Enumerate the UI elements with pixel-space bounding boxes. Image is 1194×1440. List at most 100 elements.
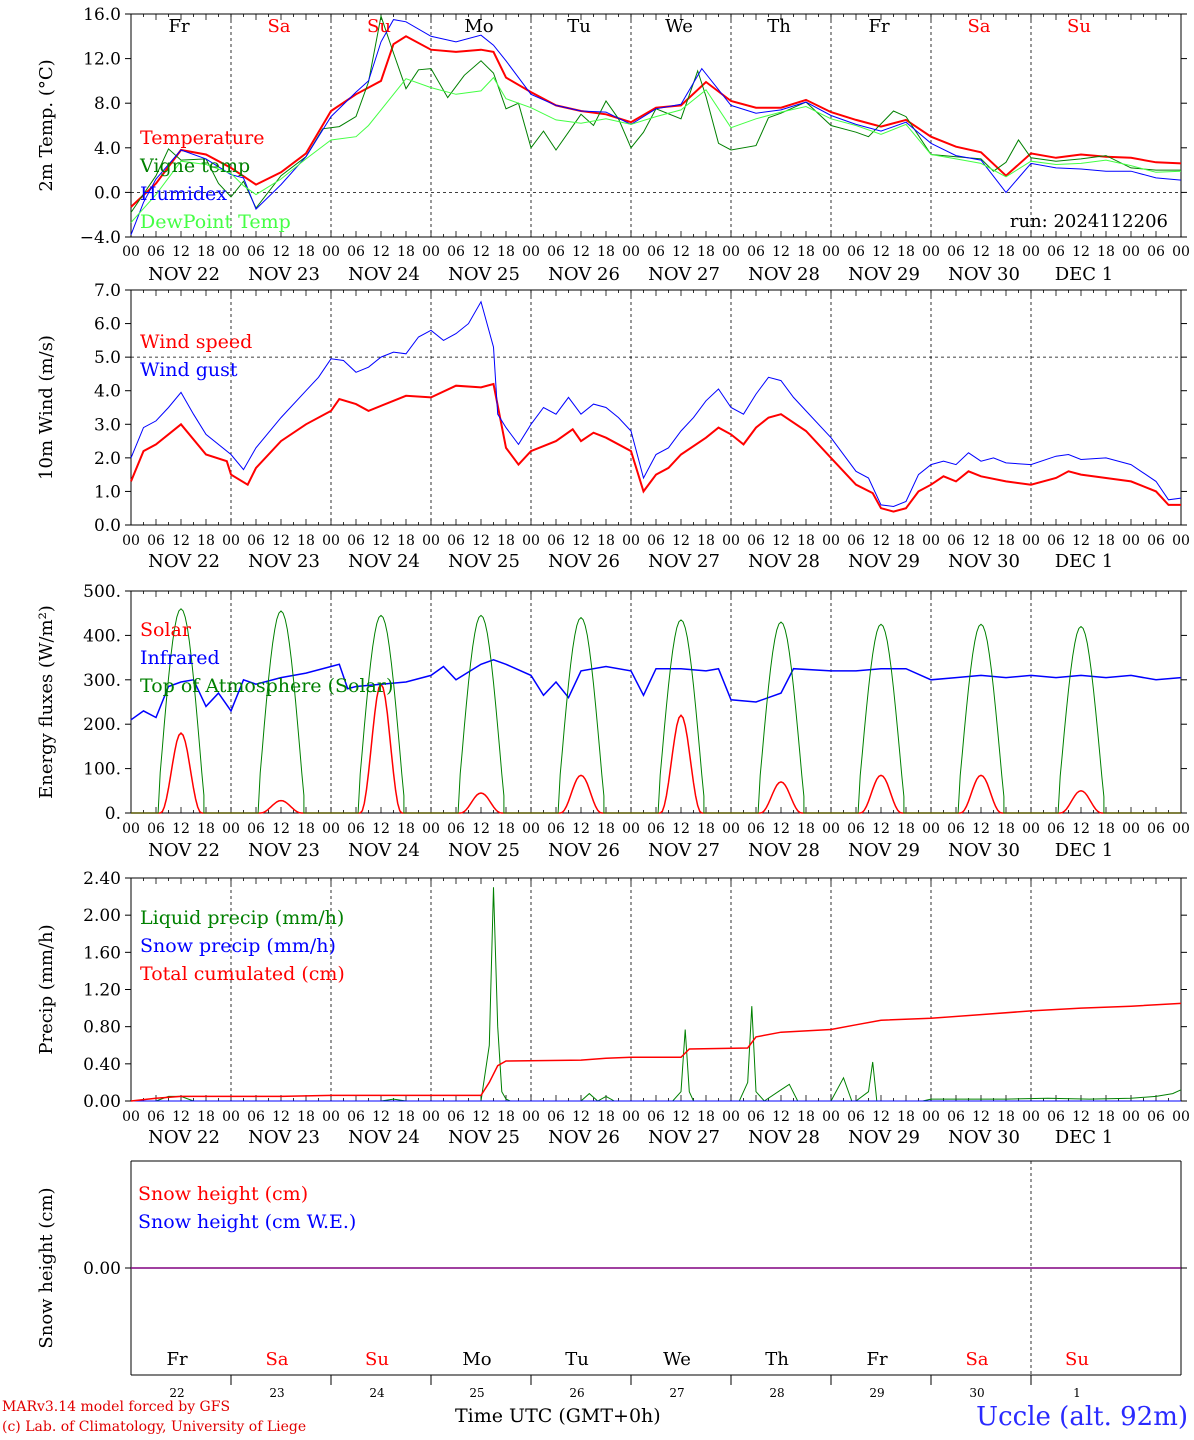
lab-credit: (c) Lab. of Climatology, University of L… bbox=[2, 1419, 307, 1435]
hour-tick-label: 12 bbox=[1072, 533, 1090, 549]
date-label: NOV 24 bbox=[348, 551, 420, 572]
hour-tick-label: 06 bbox=[547, 244, 565, 260]
hour-tick-label: 00 bbox=[422, 533, 440, 549]
panel-3: 0. 100. 200. 300. 400. 500. Energy fluxes (W/m… bbox=[36, 582, 1190, 861]
hour-tick-label: 06 bbox=[947, 821, 965, 837]
hour-tick-label: 18 bbox=[397, 244, 415, 260]
date-label: NOV 30 bbox=[948, 840, 1020, 861]
hour-tick-label: 12 bbox=[172, 533, 190, 549]
date-label: NOV 24 bbox=[348, 840, 420, 861]
hour-tick-label: 06 bbox=[247, 533, 265, 549]
y-tick-label: 0.80 bbox=[83, 1018, 121, 1038]
hour-tick-label: 18 bbox=[197, 821, 215, 837]
date-label: NOV 28 bbox=[748, 264, 820, 285]
hour-tick-label: 00 bbox=[222, 821, 240, 837]
series-line-humidex bbox=[130, 19, 1182, 235]
model-credit: MARv3.14 model forced by GFS bbox=[2, 1399, 231, 1415]
series-line-vigne-temp bbox=[130, 14, 1181, 213]
hour-tick-label: 06 bbox=[247, 821, 265, 837]
hour-tick-label: 06 bbox=[1147, 244, 1165, 260]
date-label: NOV 30 bbox=[948, 264, 1020, 285]
hour-tick-label: 00 bbox=[822, 244, 840, 260]
weekday-label: We bbox=[663, 1349, 691, 1370]
hour-tick-label: 18 bbox=[897, 821, 915, 837]
hour-tick-label: 06 bbox=[647, 244, 665, 260]
date-label: NOV 26 bbox=[548, 551, 620, 572]
day-number-label: 28 bbox=[769, 1386, 784, 1400]
y-tick-label: 3.0 bbox=[94, 415, 121, 435]
hour-tick-label: 00 bbox=[122, 244, 140, 260]
series-line-wind-gust bbox=[130, 300, 1182, 508]
hour-tick-label: 12 bbox=[372, 244, 390, 260]
hour-tick-label: 00 bbox=[122, 1109, 140, 1125]
hour-tick-label: 06 bbox=[547, 1109, 565, 1125]
weekday-label: Su bbox=[365, 1349, 389, 1370]
hour-tick-label: 12 bbox=[472, 244, 490, 260]
plot-frame bbox=[130, 289, 1182, 526]
hour-tick-label: 12 bbox=[672, 821, 690, 837]
hour-tick-label: 18 bbox=[397, 1109, 415, 1125]
hour-tick-label: 06 bbox=[947, 1109, 965, 1125]
hour-tick-label: 06 bbox=[347, 533, 365, 549]
hour-tick-label: 06 bbox=[947, 533, 965, 549]
hour-tick-label: 06 bbox=[1047, 1109, 1065, 1125]
weekday-label: Sa bbox=[967, 16, 990, 37]
hour-tick-label: 18 bbox=[297, 533, 315, 549]
hour-tick-label: 06 bbox=[147, 533, 165, 549]
date-label: NOV 23 bbox=[248, 1127, 320, 1148]
hour-tick-label: 12 bbox=[372, 533, 390, 549]
date-label: NOV 29 bbox=[848, 1127, 920, 1148]
hour-tick-label: 00 bbox=[822, 821, 840, 837]
weekday-label: Mo bbox=[462, 1349, 491, 1370]
y-axis-label: Snow height (cm) bbox=[36, 1187, 57, 1348]
y-axis-label: 10m Wind (m/s) bbox=[36, 335, 57, 480]
hour-tick-label: 06 bbox=[747, 533, 765, 549]
day-number-label: 23 bbox=[269, 1386, 284, 1400]
day-number-label: 24 bbox=[369, 1386, 385, 1400]
hour-tick-label: 00 bbox=[1122, 821, 1140, 837]
weekday-label: Sa bbox=[965, 1349, 988, 1370]
panel-4: 0.00 0.40 0.80 1.20 1.60 2.00 2.40 Precip (mm/h… bbox=[36, 869, 1190, 1148]
hour-tick-label: 06 bbox=[547, 533, 565, 549]
day-number-label: 30 bbox=[969, 1386, 984, 1400]
date-label: DEC 1 bbox=[1055, 264, 1114, 285]
hour-tick-label: 18 bbox=[597, 533, 615, 549]
legend-entry: Wind speed bbox=[140, 331, 252, 353]
legend-entry: Temperature bbox=[140, 127, 264, 149]
hour-tick-label: 00 bbox=[522, 821, 540, 837]
hour-tick-label: 00 bbox=[1022, 244, 1040, 260]
y-tick-label: 2.40 bbox=[83, 869, 121, 889]
hour-tick-label: 18 bbox=[997, 1109, 1015, 1125]
run-annotation: run: 2024112206 bbox=[1010, 211, 1168, 232]
y-tick-label: 8.0 bbox=[94, 94, 121, 114]
hour-tick-label: 12 bbox=[772, 244, 790, 260]
y-tick-label: 0. bbox=[105, 804, 121, 824]
weekday-label: Su bbox=[1065, 1349, 1089, 1370]
hour-tick-label: 00 bbox=[722, 533, 740, 549]
y-tick-label: 7.0 bbox=[94, 281, 121, 301]
hour-tick-label: 18 bbox=[497, 533, 515, 549]
hour-tick-label: 12 bbox=[272, 244, 290, 260]
legend-entry: Humidex bbox=[140, 183, 227, 205]
date-label: NOV 30 bbox=[948, 551, 1020, 572]
date-label: NOV 24 bbox=[348, 1127, 420, 1148]
hour-tick-label: 00 bbox=[422, 1109, 440, 1125]
hour-tick-label: 06 bbox=[247, 244, 265, 260]
y-tick-label: 16.0 bbox=[83, 5, 121, 25]
y-tick-label: 200. bbox=[83, 715, 121, 735]
hour-tick-label: 06 bbox=[647, 821, 665, 837]
date-label: NOV 26 bbox=[548, 840, 620, 861]
hour-tick-label: 00 bbox=[322, 533, 340, 549]
hour-tick-label: 06 bbox=[1047, 821, 1065, 837]
hour-tick-label: 00 bbox=[622, 533, 640, 549]
legend-entry: Vigne temp bbox=[139, 155, 250, 177]
legend-entry: DewPoint Temp bbox=[140, 211, 291, 233]
weekday-label: Su bbox=[367, 16, 391, 37]
hour-tick-label: 00 bbox=[322, 244, 340, 260]
y-tick-label: 0.00 bbox=[83, 1092, 121, 1112]
hour-tick-label: 06 bbox=[747, 244, 765, 260]
hour-tick-label: 18 bbox=[997, 533, 1015, 549]
hour-tick-label: 18 bbox=[397, 821, 415, 837]
y-tick-label: 400. bbox=[83, 626, 121, 646]
hour-tick-label: 18 bbox=[697, 244, 715, 260]
